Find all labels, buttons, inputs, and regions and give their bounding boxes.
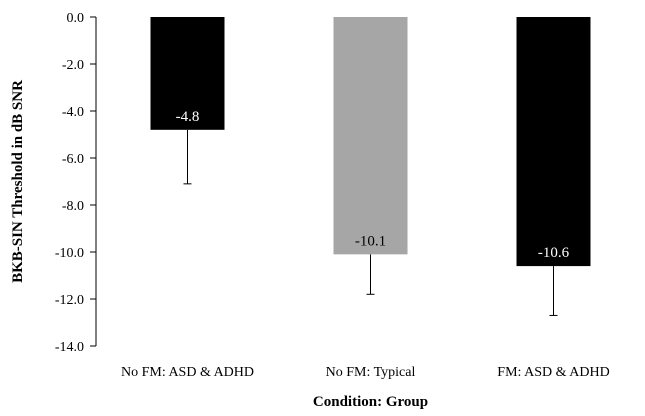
x-tick-label: No FM: Typical <box>326 365 416 380</box>
bar <box>333 17 408 255</box>
x-axis-title: Condition: Group <box>313 394 428 410</box>
x-ticks-layer: No FM: ASD & ADHD No FM: Typical FM: ASD &… <box>121 365 610 380</box>
y-tick-label: -12.0 <box>55 293 84 308</box>
y-tick-label: -2.0 <box>62 58 84 73</box>
y-axis-title: BKB-SIN Threshold in dB SNR <box>10 80 26 283</box>
y-ticks-layer: 0.0 -2.0 -4.0 -6.0 -8.0 -10.0 -12.0 -14.0 <box>55 11 96 355</box>
y-tick-label: 0.0 <box>67 11 85 26</box>
x-tick-label: No FM: ASD & ADHD <box>121 365 254 380</box>
y-tick-label: -6.0 <box>62 152 84 167</box>
error-bars-layer <box>183 129 558 316</box>
y-tick-label: -8.0 <box>62 199 84 214</box>
y-tick-label: -4.0 <box>62 105 84 120</box>
value-label: -4.8 <box>176 109 200 125</box>
bar <box>150 17 225 130</box>
bars-layer <box>150 17 591 267</box>
x-tick-label: FM: ASD & ADHD <box>497 365 609 380</box>
bar <box>516 17 591 267</box>
value-labels-layer: -4.8 -10.1 -10.6 <box>176 109 570 261</box>
y-tick-label: -14.0 <box>55 340 84 355</box>
y-tick-label: -10.0 <box>55 246 84 261</box>
value-label: -10.6 <box>538 245 570 261</box>
value-label: -10.1 <box>355 233 386 249</box>
